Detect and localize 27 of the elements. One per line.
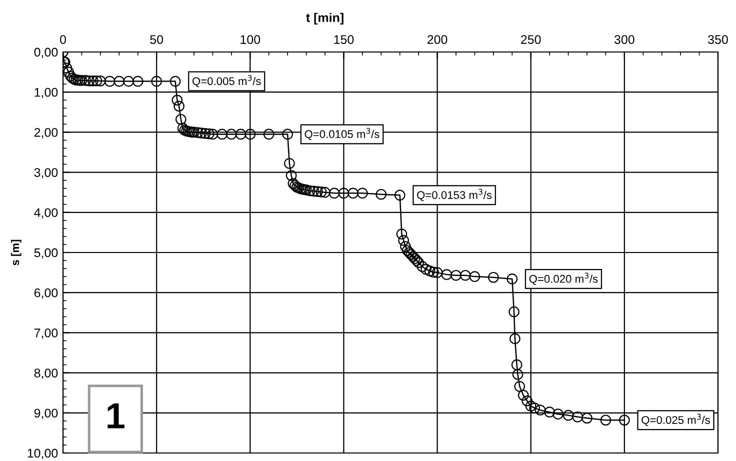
- y-tick-label: 6,00: [34, 288, 58, 299]
- y-tick-label: 4,00: [34, 208, 58, 219]
- y-tick-label: 1,00: [34, 88, 58, 98]
- x-tick-label: 100: [240, 35, 260, 44]
- x-tick-label: 50: [150, 35, 164, 44]
- x-tick-label: 0: [60, 35, 66, 44]
- x-tick-label: 200: [427, 35, 448, 44]
- y-axis-title: s [m]: [10, 240, 22, 266]
- y-tick-label: 0,00: [34, 48, 58, 58]
- x-tick-label: 350: [708, 35, 728, 44]
- x-tick-label: 150: [334, 35, 354, 44]
- x-tick-label: 250: [521, 35, 541, 44]
- y-tick-label: 10,00: [28, 448, 58, 460]
- y-tick-label: 3,00: [34, 168, 58, 178]
- y-tick-label: 2,00: [34, 128, 58, 138]
- y-tick-label: 7,00: [34, 328, 58, 339]
- annotation: Q=0.005 m$^{3}$/s: [192, 74, 261, 88]
- y-tick-label: 8,00: [34, 368, 58, 379]
- y-tick-label: 9,00: [34, 408, 58, 420]
- annotation: 1: [108, 403, 124, 428]
- annotation: Q=0.0153 m$^{3}$/s: [417, 188, 492, 201]
- x-tick-label: 300: [614, 35, 634, 44]
- y-tick-label: 5,00: [34, 248, 58, 259]
- x-axis-title: t [min]: [306, 12, 344, 25]
- annotation: Q=0.0105 m$^{3}$/s: [304, 128, 380, 140]
- annotation: Q=0.020 m$^{3}$/s: [529, 272, 598, 285]
- annotation: Q=0.025 m$^{3}$/s: [642, 414, 710, 426]
